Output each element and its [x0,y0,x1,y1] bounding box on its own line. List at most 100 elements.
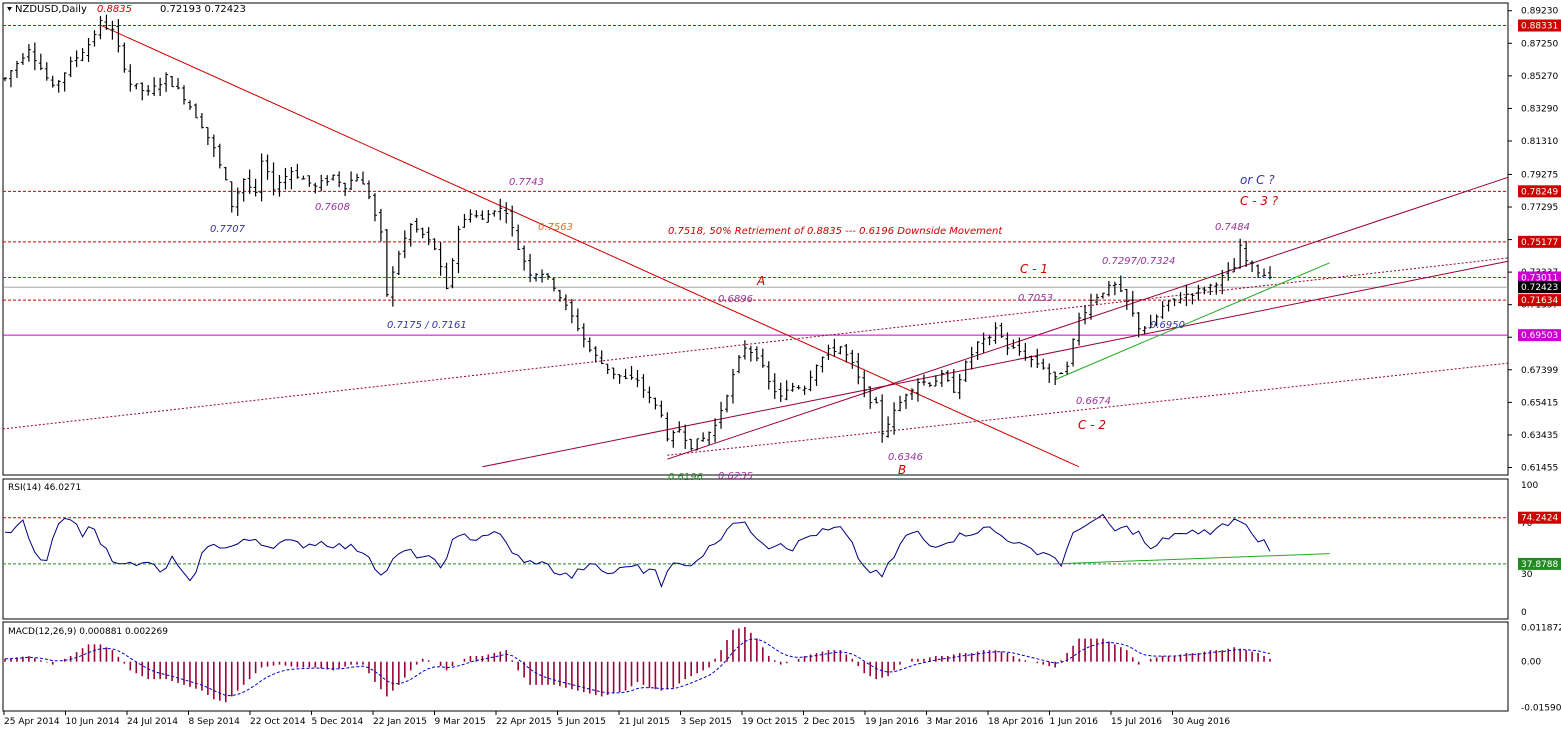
price-axis-layer: 0.89230 0.87250 0.85270 0.83290 0.81310 0.792… [1508,7,1561,474]
current-price-tag-label: 0.72423 [1521,283,1558,293]
date-axis-label: 30 Aug 2016 [1173,717,1231,727]
level-price-tag [1518,294,1561,307]
macd-label: MACD(12,26,9) 0.000881 0.002269 [8,627,168,637]
ohlc-values: 0.72193 0.72423 [160,4,246,15]
rsi-label: RSI(14) 46.0271 [8,483,81,493]
price-panel[interactable] [2,2,1509,476]
date-axis-label: 3 Sep 2015 [681,717,732,727]
date-axis-label: 25 Apr 2014 [4,717,60,727]
annotations-layer: 0.8835 0.7707 0.7608 0.7175 / 0.7161 0.7743 0… [97,4,1279,483]
price-axis-label: 0.81310 [1521,137,1558,147]
level-price-tag-label: 0.88331 [1521,22,1558,32]
symbol-title: NZDUSD,Daily [15,4,87,15]
chart-annotation: C - 1 [1020,262,1048,276]
date-axis-layer: 25 Apr 2014 10 Jun 2014 24 Jul 2014 8 Sep 2… [3,711,1231,727]
chart-annotation: C - 2 [1078,418,1106,432]
macd-signal-line [4,638,1271,697]
level-price-tag-label: 0.75177 [1521,238,1558,248]
chart-annotation: A [756,274,765,288]
rsi-axis-label: 100 [1521,481,1538,491]
price-axis-label: 0.61455 [1521,464,1558,474]
rsi-level-tag [1518,511,1561,524]
date-axis-label: 10 Jun 2014 [66,717,120,727]
rsi-layer: 100 70 30 0 74.2424 37.8788 [3,481,1561,618]
chart-annotation: 0.7608 [315,202,350,213]
price-axis-label: 0.89230 [1521,7,1558,17]
rsi-support-trendline [1055,553,1330,565]
level-price-tag [1518,329,1561,342]
rsi-panel[interactable] [2,478,1509,620]
date-axis-label: 2 Dec 2015 [804,717,856,727]
macd-axis-label: 0.011872 [1521,623,1561,633]
current-price-tag [1518,281,1561,294]
level-price-tag [1518,235,1561,248]
chart-annotation: 0.7563 [538,222,573,233]
lower-dotted-channel-line [667,362,1509,456]
price-axis-label: 0.83290 [1521,104,1558,114]
chart-annotation: B [898,463,906,477]
channel-upper-line [667,176,1509,460]
chart-annotation: 0.7175 / 0.7161 [387,320,467,331]
chart-annotation: 0.6896 [718,294,753,305]
date-axis-label: 15 Jul 2016 [1111,717,1162,727]
macd-panel[interactable] [2,621,1509,712]
chart-annotation: 0.8835 [97,4,132,15]
long-dotted-channel-line [2,257,1509,430]
level-price-tag-label: 0.78249 [1521,187,1558,197]
chart-annotation: 0.7484 [1215,222,1250,233]
date-axis-label: 19 Jan 2016 [865,717,919,727]
rsi-axis-label: 30 [1521,570,1533,580]
rsi-axis-label: 0 [1521,608,1527,618]
level-price-tag [1518,19,1561,32]
chart-annotation: 0.6674 [1076,396,1111,407]
price-bars-layer [3,14,1272,451]
collapse-triangle-icon[interactable] [7,7,12,11]
level-price-tag-label: 0.71634 [1521,296,1558,306]
chart-annotation: 0.6235 [718,471,753,482]
chart-annotation: 0.7743 [509,177,544,188]
date-axis-label: 3 Mar 2016 [927,717,979,727]
date-axis-label: 24 Jul 2014 [127,717,178,727]
chart-annotation: 0.6950 [1150,320,1185,331]
date-axis-label: 18 Apr 2016 [988,717,1044,727]
rsi-level-tag-label: 37.8788 [1521,560,1558,570]
chart-annotation: or C ? [1240,173,1275,187]
level-price-tag [1518,185,1561,198]
price-axis-label: 0.77295 [1521,203,1558,213]
date-axis-label: 22 Apr 2015 [496,717,552,727]
chart-annotation: 0.6196 [668,472,703,483]
date-axis-label: 19 Oct 2015 [742,717,798,727]
channel-lower-line [482,260,1509,468]
chart-annotation: 0.7053 [1018,293,1053,304]
price-axis-label: 0.87250 [1521,39,1558,49]
level-lines-layer [3,25,1508,336]
price-axis-label: 0.79275 [1521,170,1558,180]
chart-annotation: 0.6346 [888,452,923,463]
chart-annotation: 0.7707 [210,224,246,235]
date-axis-label: 21 Jul 2015 [619,717,670,727]
date-axis-label: 8 Sep 2014 [189,717,241,727]
date-axis-label: 22 Jan 2015 [373,717,427,727]
level-price-tag-label: 0.73011 [1521,273,1558,283]
date-axis-label: 5 Jun 2015 [558,717,606,727]
price-axis-label: 0.65415 [1521,398,1558,408]
date-axis-label: 1 Jun 2016 [1050,717,1099,727]
date-axis-label: 9 Mar 2015 [435,717,486,727]
price-axis-label: 0.63435 [1521,431,1558,441]
date-axis-label: 22 Oct 2014 [250,717,306,727]
support-trendline [1054,262,1330,381]
price-axis-label: 0.85270 [1521,72,1558,82]
rsi-level-tag-label: 74.2424 [1521,514,1558,524]
chart-annotation: C - 3 ? [1240,194,1279,208]
chart-annotation: 0.7518, 50% Retriement of 0.8835 --- 0.6… [668,226,1003,237]
rsi-axis-label: 70 [1521,519,1533,529]
date-axis-label: 5 Dec 2014 [312,717,364,727]
level-price-tag-label: 0.69503 [1521,331,1558,341]
chart-annotation: 0.7297/0.7324 [1102,256,1175,267]
price-axis-label: 0.67399 [1521,366,1558,376]
macd-axis-label: 0.00 [1521,658,1541,668]
